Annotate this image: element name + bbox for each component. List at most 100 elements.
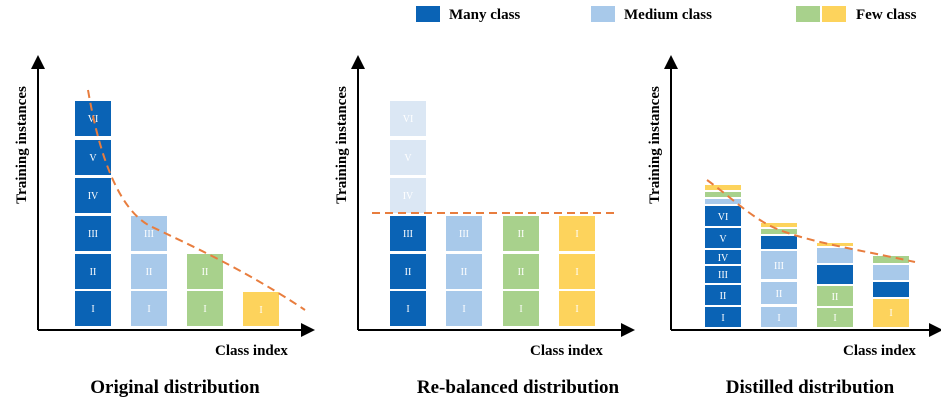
bar-segment — [873, 282, 909, 297]
legend-swatch-few-green — [796, 6, 820, 22]
legend-label-few: Few class — [856, 7, 917, 23]
segment-label: VI — [718, 212, 729, 223]
bar-segment — [187, 291, 223, 326]
segment-label: V — [719, 234, 727, 245]
segment-label: III — [403, 229, 413, 240]
bar-segment — [75, 254, 111, 289]
panel-caption: Re-balanced distribution — [417, 377, 620, 398]
bar-segment — [817, 286, 853, 306]
segment-label: I — [889, 308, 892, 319]
bar-segment — [817, 265, 853, 284]
legend-swatch-few-yellow — [822, 6, 846, 22]
bar-distilled-medium: I II III — [761, 223, 797, 327]
trend-curve — [706, 179, 916, 263]
bar-segment — [705, 192, 741, 197]
bar-distilled-few-green: I II — [817, 243, 853, 327]
bar-segment — [705, 307, 741, 327]
bar-segment — [705, 206, 741, 226]
legend-swatch-many — [416, 6, 440, 22]
segment-label: III — [88, 229, 98, 240]
bar-segment — [761, 236, 797, 249]
bar-segment — [75, 178, 111, 213]
y-axis-label: Training instances — [14, 86, 30, 204]
bar-segment — [817, 248, 853, 263]
bar-few-yellow: I I I — [559, 216, 595, 326]
bar-segment — [761, 251, 797, 279]
segment-label: II — [146, 267, 153, 278]
bar-segment-faded — [390, 140, 426, 175]
bar-segment — [503, 254, 539, 289]
legend: Many class Medium class Few class — [416, 6, 917, 23]
bar-segment — [390, 291, 426, 326]
panel-original: Training instances Class index Original … — [14, 55, 315, 398]
segment-label: II — [832, 292, 839, 303]
panel-caption: Original distribution — [90, 377, 260, 398]
bar-many: I II III IV V VI — [390, 101, 426, 326]
segment-label: I — [575, 304, 578, 315]
segment-label: III — [144, 229, 154, 240]
segment-label: I — [575, 267, 578, 278]
segment-label: III — [459, 229, 469, 240]
bar-segment — [705, 285, 741, 305]
bar-segment — [75, 216, 111, 251]
bar-medium: I II III — [446, 216, 482, 326]
bar-segment — [75, 291, 111, 326]
bar-segment — [705, 250, 741, 264]
panel-distilled: Training instances Class index Distilled… — [647, 55, 941, 398]
bar-segment — [873, 265, 909, 280]
segment-label: I — [777, 313, 780, 324]
bar-segment — [243, 292, 279, 326]
bar-segment — [705, 228, 741, 248]
segment-label: I — [833, 313, 836, 324]
segment-label: VI — [403, 114, 414, 125]
bar-segment — [705, 185, 741, 190]
bar-segment — [390, 216, 426, 251]
segment-label: II — [776, 289, 783, 300]
segment-label: I — [147, 304, 150, 315]
bar-segment — [761, 229, 797, 234]
bar-segment — [187, 254, 223, 289]
bar-segment — [873, 256, 909, 263]
segment-label: II — [90, 267, 97, 278]
bar-segment-faded — [390, 178, 426, 213]
bar-medium: I II III — [131, 216, 167, 326]
bar-segment — [559, 254, 595, 289]
legend-swatch-medium — [591, 6, 615, 22]
segment-label: IV — [718, 253, 729, 264]
segment-label: V — [404, 153, 412, 164]
bar-segment — [559, 216, 595, 251]
segment-label: I — [575, 229, 578, 240]
segment-label: I — [91, 304, 94, 315]
legend-label-medium: Medium class — [624, 7, 712, 23]
bar-segment — [131, 254, 167, 289]
segment-label: I — [462, 304, 465, 315]
segment-label: II — [461, 267, 468, 278]
segment-label: I — [203, 304, 206, 315]
panel-rebalanced: Training instances Class index Re-balanc… — [334, 55, 635, 398]
bar-segment — [761, 307, 797, 327]
bar-segment — [761, 223, 797, 227]
segment-label: I — [519, 304, 522, 315]
x-axis-label: Class index — [843, 343, 916, 359]
segment-label: III — [718, 270, 728, 281]
bar-distilled-many: I II III IV V VI — [705, 185, 741, 327]
segment-label: I — [406, 304, 409, 315]
bar-segment — [705, 266, 741, 283]
bar-segment — [503, 291, 539, 326]
segment-label: II — [202, 267, 209, 278]
segment-label: I — [259, 305, 262, 316]
bar-few-green: I II — [187, 254, 223, 326]
bar-segment — [873, 299, 909, 327]
segment-label: IV — [88, 191, 99, 202]
bar-segment — [446, 216, 482, 251]
segment-label: IV — [403, 191, 414, 202]
bar-segment — [705, 199, 741, 204]
bar-many: I II III IV V VI — [75, 101, 111, 326]
bar-segment — [131, 291, 167, 326]
segment-label: V — [89, 153, 97, 164]
bar-segment — [817, 308, 853, 327]
bar-segment — [761, 282, 797, 304]
segment-label: II — [518, 267, 525, 278]
segment-label: I — [721, 313, 724, 324]
